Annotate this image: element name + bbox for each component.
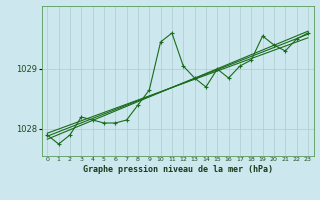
X-axis label: Graphe pression niveau de la mer (hPa): Graphe pression niveau de la mer (hPa) [83, 165, 273, 174]
